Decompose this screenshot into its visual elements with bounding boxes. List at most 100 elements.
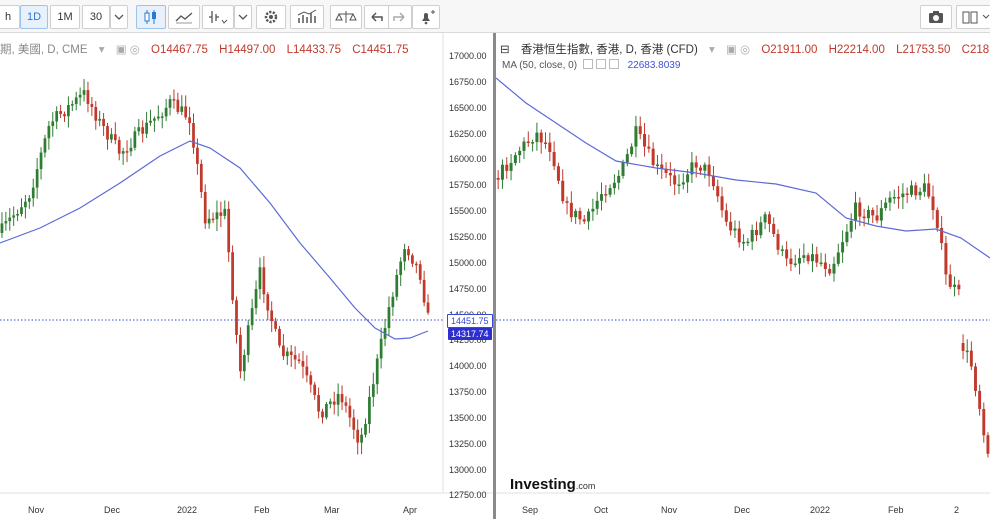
candle-body: [86, 90, 90, 104]
undo-button[interactable]: [364, 5, 390, 29]
candle-body: [845, 231, 849, 243]
candle-body: [285, 351, 289, 357]
compare-button[interactable]: [330, 5, 362, 29]
candle-body: [668, 173, 672, 176]
settings-button[interactable]: [256, 5, 286, 29]
candle-body: [699, 167, 703, 171]
candle-body: [729, 221, 733, 231]
candle-body: [20, 207, 23, 214]
candle-body: [660, 164, 664, 169]
candle-body: [686, 174, 690, 183]
candle-body: [767, 214, 771, 224]
candle-body: [113, 134, 117, 141]
indicators-button[interactable]: [290, 5, 324, 29]
redo-button[interactable]: [388, 5, 412, 29]
candle-body: [836, 252, 840, 264]
right-high-value: H22214.00: [828, 44, 885, 56]
layout-button[interactable]: [956, 5, 990, 29]
candle-body: [750, 229, 754, 242]
ma-visibility-icon[interactable]: [582, 59, 593, 69]
candle-body: [548, 142, 552, 152]
settings-icon: [264, 10, 278, 24]
legend-dropdown-icon[interactable]: ▾: [98, 44, 105, 56]
redo-icon: [393, 12, 405, 22]
alert-button[interactable]: [412, 5, 440, 29]
candle-body: [59, 111, 62, 115]
candle-body: [978, 390, 982, 409]
indicator-button[interactable]: [202, 5, 234, 29]
interval-dropdown-button[interactable]: [110, 5, 128, 29]
candle-body: [117, 140, 121, 154]
y-tick-label: 15750.00: [449, 180, 487, 191]
candle-body: [51, 121, 55, 126]
candle-body: [746, 241, 750, 244]
candle-body: [160, 116, 164, 118]
candle-body: [156, 116, 160, 119]
candle-body: [328, 401, 332, 404]
left-price-chart[interactable]: [0, 33, 493, 519]
right-chart-legend: ⊟ 香港恒生指數, 香港, D, 香港 (CFD) ▾ ▣ ◎ O21911.0…: [500, 41, 990, 57]
candles-button[interactable]: [136, 5, 166, 29]
collapse-icon[interactable]: ⊟: [500, 44, 510, 56]
line-style-button[interactable]: [168, 5, 200, 29]
candle-body: [399, 261, 403, 275]
candle-body: [293, 355, 297, 360]
candle-body: [137, 127, 141, 132]
candle-body: [608, 188, 612, 195]
right-price-chart[interactable]: [496, 33, 990, 519]
y-tick-label: 14750.00: [449, 283, 487, 294]
legend-settings-icon[interactable]: ▣ ◎: [726, 44, 751, 56]
candle-body: [246, 325, 250, 356]
candle-body: [806, 255, 810, 262]
line-chart-icon: [175, 12, 193, 24]
left-low-value: L14433.75: [286, 44, 342, 56]
candle-body: [215, 212, 219, 220]
indicator-dropdown-button[interactable]: [234, 5, 252, 29]
candle-body: [681, 182, 685, 185]
x-tick-label: Nov: [28, 505, 45, 515]
candle-body: [733, 228, 737, 231]
candle-body: [180, 106, 184, 112]
interval-1m-button[interactable]: 1M: [50, 5, 80, 29]
interval-h-button[interactable]: h: [0, 5, 20, 29]
right-close-value: C218: [961, 44, 990, 56]
legend-dropdown-icon[interactable]: ▾: [709, 44, 715, 56]
right-low-value: L21753.50: [896, 44, 951, 56]
candle-body: [278, 328, 281, 346]
candle-body: [12, 215, 16, 218]
ma-settings-icon[interactable]: [595, 59, 606, 69]
candle-body: [16, 213, 19, 216]
screenshot-button[interactable]: [920, 5, 952, 29]
right-chart-pane[interactable]: ⊟ 香港恒生指數, 香港, D, 香港 (CFD) ▾ ▣ ◎ O21911.0…: [496, 33, 990, 519]
candle-body: [720, 196, 724, 211]
candle-body: [953, 284, 957, 287]
ma-remove-icon[interactable]: [608, 59, 619, 69]
candle-body: [414, 263, 418, 266]
candle-body: [379, 338, 383, 359]
y-tick-label: 15000.00: [449, 257, 487, 268]
candle-body: [411, 255, 414, 264]
interval-30-button[interactable]: 30: [82, 5, 110, 29]
chart-toolbar: h 1D 1M 30: [0, 0, 990, 33]
candle-body: [509, 163, 513, 171]
candle-body: [935, 210, 939, 228]
candle-body: [854, 202, 858, 222]
candle-body: [578, 211, 582, 220]
x-tick-label: 2022: [177, 505, 198, 515]
legend-settings-icon[interactable]: ▣ ◎: [115, 44, 140, 56]
interval-1d-button[interactable]: 1D: [20, 5, 48, 29]
candle-body: [716, 186, 720, 197]
candle-body: [196, 147, 199, 164]
pane-divider[interactable]: [493, 33, 496, 519]
candle-body: [301, 361, 305, 367]
candle-body: [129, 147, 133, 152]
x-tick-label: Apr: [403, 505, 418, 515]
candle-body: [496, 178, 500, 180]
candle-body: [55, 111, 59, 122]
left-chart-pane[interactable]: 期, 美國, D, CME ▾ ▣ ◎ O14467.75 H14497.00 …: [0, 33, 493, 519]
candle-body: [974, 366, 977, 391]
x-tick-label: Feb: [254, 505, 270, 515]
candle-body: [879, 208, 883, 221]
candle-body: [27, 198, 31, 202]
left-last-price-tag: 14451.75: [447, 314, 493, 328]
